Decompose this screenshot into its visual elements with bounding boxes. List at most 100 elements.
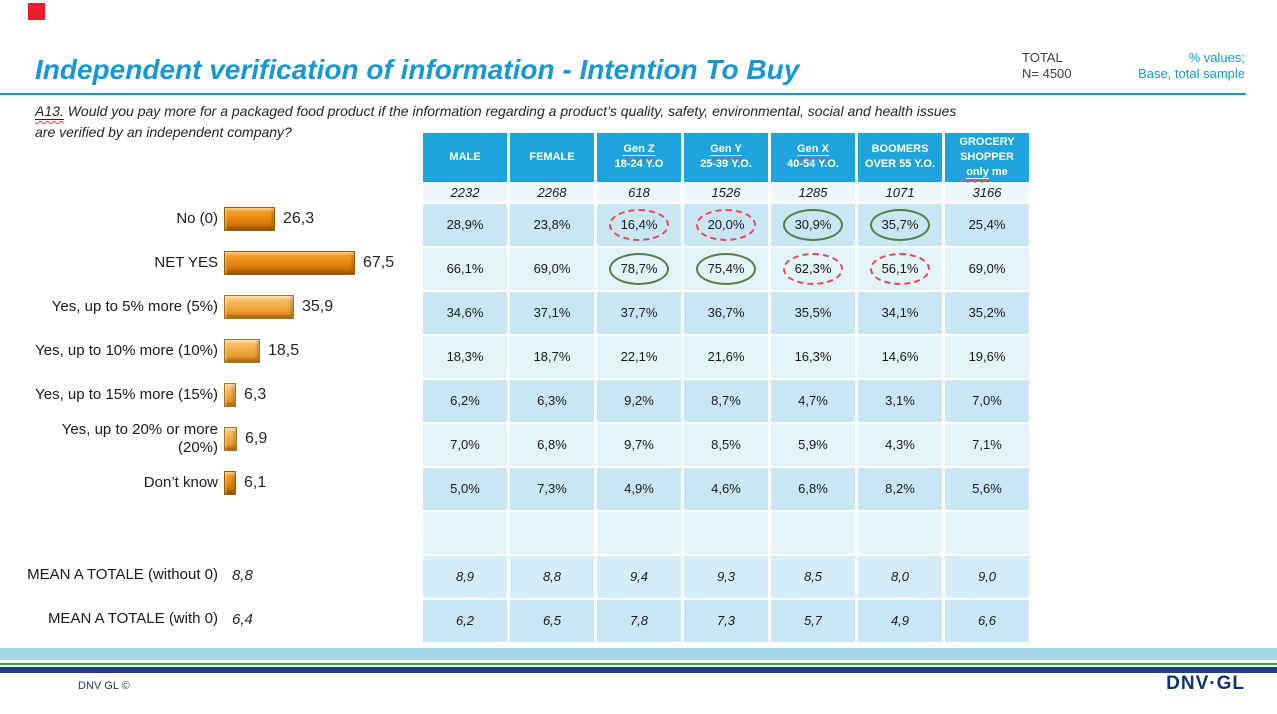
chart-row: Yes, up to 10% more (10%) 18,5: [25, 329, 299, 373]
data-cell: 22,1%: [597, 335, 681, 378]
title-underline: [0, 93, 1246, 95]
bar-value: 18,5: [268, 342, 300, 359]
mean-cell: 6,5: [510, 599, 594, 642]
bar-value: 6,1: [244, 474, 267, 491]
data-cell: 5,0%: [423, 467, 507, 510]
data-cell: 69,0%: [510, 247, 594, 290]
table-row: 5,0% 7,3% 4,9% 4,6% 6,8% 8,2% 5,6%: [423, 467, 1029, 510]
accent-square: [28, 3, 45, 20]
mean-cell: 9,3: [684, 555, 768, 598]
header-cell: Gen Y 25-39 Y.O.: [684, 133, 768, 182]
question-number: A13.: [35, 103, 64, 120]
bar: [224, 339, 260, 363]
significance-mark-green: 75,4%: [696, 252, 756, 285]
chart-row: Yes, up to 5% more (5%) 35,9: [25, 285, 333, 329]
data-cell: 7,0%: [423, 423, 507, 466]
base-cell: 2232: [423, 183, 507, 202]
header-cell: Gen X 40-54 Y.O.: [771, 133, 855, 182]
base-cell: 3166: [945, 183, 1029, 202]
data-cell: 6,8%: [771, 467, 855, 510]
mean-label: MEAN A TOTALE (with 0): [47, 610, 218, 627]
data-cell: 14,6%: [858, 335, 942, 378]
data-cell: 28,9%: [423, 203, 507, 246]
data-cell: 5,6%: [945, 467, 1029, 510]
bar: [224, 383, 236, 407]
spacer-cell: [597, 511, 681, 554]
base-cell: 618: [597, 183, 681, 202]
dnvgl-logo: DNV·GL: [1166, 673, 1245, 694]
data-cell: 20,0%: [684, 203, 768, 246]
data-cell: 23,8%: [510, 203, 594, 246]
footer-copyright: DNV GL ©: [78, 680, 130, 692]
header-cell: FEMALE: [510, 133, 594, 182]
bar-label: NET YES: [154, 254, 218, 271]
data-cell: 78,7%: [597, 247, 681, 290]
mean-cell: 7,8: [597, 599, 681, 642]
table-row: 6,2% 6,3% 9,2% 8,7% 4,7% 3,1% 7,0%: [423, 379, 1029, 422]
mean-table-row: 6,2 6,5 7,8 7,3 5,7 4,9 6,6: [423, 599, 1029, 642]
footer-stripe-skyblue: [0, 648, 1277, 660]
bar-value: 6,9: [245, 430, 268, 447]
data-cell: 7,0%: [945, 379, 1029, 422]
data-cell: 30,9%: [771, 203, 855, 246]
bar-label: Yes, up to 5% more (5%): [51, 298, 218, 315]
spacer-row: [423, 511, 1029, 554]
header-cell: BOOMERS OVER 55 Y.O.: [858, 133, 942, 182]
values-note-block: % values; Base, total sample: [1138, 50, 1245, 83]
base-cell: 1285: [771, 183, 855, 202]
footer-stripe-green: [0, 663, 1277, 665]
table-row: 7,0% 6,8% 9,7% 8,5% 5,9% 4,3% 7,1%: [423, 423, 1029, 466]
mean-cell: 9,4: [597, 555, 681, 598]
significance-mark-red: 56,1%: [870, 252, 930, 285]
data-cell: 6,2%: [423, 379, 507, 422]
bar: [224, 471, 236, 495]
mean-row: MEAN A TOTALE (without 0) 8,8: [25, 553, 253, 597]
data-cell: 6,3%: [510, 379, 594, 422]
chart-row: Yes, up to 15% more (15%) 6,3: [25, 373, 266, 417]
question-body: Would you pay more for a packaged food p…: [35, 103, 957, 140]
data-cell: 75,4%: [684, 247, 768, 290]
mean-table-row: 8,9 8,8 9,4 9,3 8,5 8,0 9,0: [423, 555, 1029, 598]
data-cell: 35,7%: [858, 203, 942, 246]
total-label: TOTAL: [1022, 50, 1063, 65]
data-cell: 18,3%: [423, 335, 507, 378]
base-cell: 1526: [684, 183, 768, 202]
data-cell: 4,3%: [858, 423, 942, 466]
bar-label: Yes, up to 20% or more (20%): [61, 421, 218, 456]
data-cell: 8,5%: [684, 423, 768, 466]
total-block: TOTAL N= 4500: [1022, 50, 1072, 83]
data-cell: 19,6%: [945, 335, 1029, 378]
spacer-cell: [510, 511, 594, 554]
base-cell: 1071: [858, 183, 942, 202]
data-cell: 18,7%: [510, 335, 594, 378]
data-cell: 7,1%: [945, 423, 1029, 466]
spacer-cell: [423, 511, 507, 554]
bar-label: Yes, up to 15% more (15%): [35, 386, 218, 403]
table-row: 66,1% 69,0% 78,7% 75,4% 62,3% 56,1% 69,0%: [423, 247, 1029, 290]
data-cell: 66,1%: [423, 247, 507, 290]
data-cell: 69,0%: [945, 247, 1029, 290]
mean-value: 8,8: [232, 566, 253, 584]
table-row: 34,6% 37,1% 37,7% 36,7% 35,5% 34,1% 35,2%: [423, 291, 1029, 334]
data-cell: 37,7%: [597, 291, 681, 334]
data-cell: 8,7%: [684, 379, 768, 422]
question-text: A13. Would you pay more for a packaged f…: [35, 101, 980, 143]
data-cell: 37,1%: [510, 291, 594, 334]
bar-value: 6,3: [244, 386, 267, 403]
total-n: N= 4500: [1022, 66, 1072, 82]
spacer-cell: [858, 511, 942, 554]
data-cell: 56,1%: [858, 247, 942, 290]
chart-row: No (0) 26,3: [25, 197, 314, 241]
bar: [224, 251, 355, 275]
bar-value: 35,9: [302, 298, 334, 315]
values-note: % values;: [1188, 50, 1245, 65]
data-cell: 62,3%: [771, 247, 855, 290]
data-cell: 5,9%: [771, 423, 855, 466]
data-table: MALE FEMALE Gen Z 18-24 Y.O Gen Y 25-39 Y.O. G…: [420, 131, 1032, 644]
significance-mark-red: 62,3%: [783, 252, 843, 285]
data-cell: 35,2%: [945, 291, 1029, 334]
chart-row: NET YES 67,5: [25, 241, 394, 285]
mean-cell: 4,9: [858, 599, 942, 642]
bar: [224, 427, 237, 451]
bar: [224, 295, 294, 319]
